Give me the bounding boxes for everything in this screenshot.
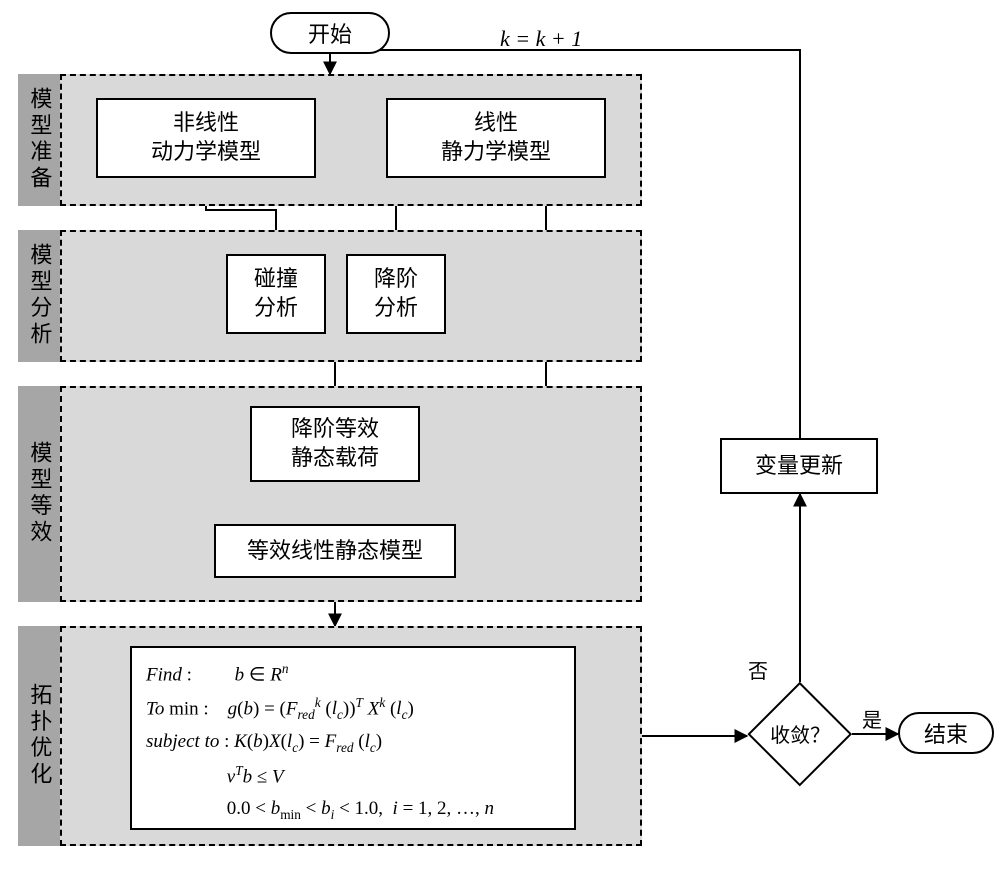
reduction-analysis-box: 降阶 分析 xyxy=(346,254,446,334)
end-label: 结束 xyxy=(924,717,968,749)
nonlinear-model-box: 非线性 动力学模型 xyxy=(96,98,316,178)
linear-model-box: 线性 静力学模型 xyxy=(386,98,606,178)
text-line: 静力学模型 xyxy=(441,138,551,167)
text-line: 线性 xyxy=(474,109,518,138)
text-line: 降阶等效 xyxy=(291,415,379,444)
text-line: 降阶 xyxy=(374,265,418,294)
convergence-decision: 收敛？ xyxy=(748,682,852,786)
start-node: 开始 xyxy=(270,12,390,54)
text-line: 非线性 xyxy=(173,109,239,138)
phase-label-opt: 拓扑优化 xyxy=(18,626,60,846)
reduced-load-box: 降阶等效 静态载荷 xyxy=(250,406,420,482)
math-content: Find : b ∈ Rn To min : g(b) = (Fredk (lc… xyxy=(132,648,574,828)
variable-update-box: 变量更新 xyxy=(720,438,878,494)
phase-label-analysis: 模型分析 xyxy=(18,230,60,362)
diamond-label: 收敛？ xyxy=(770,719,830,748)
branch-yes-label: 是 xyxy=(862,704,882,733)
text-line: 动力学模型 xyxy=(151,138,261,167)
text-line: 静态载荷 xyxy=(291,444,379,473)
text-line: 分析 xyxy=(254,294,298,323)
branch-no-label: 否 xyxy=(748,655,768,684)
text-line: 碰撞 xyxy=(254,265,298,294)
iteration-label: k = k + 1 xyxy=(500,26,582,52)
phase-label-equiv: 模型等效 xyxy=(18,386,60,602)
start-label: 开始 xyxy=(308,17,352,49)
text-line: 分析 xyxy=(374,294,418,323)
equiv-static-model-box: 等效线性静态模型 xyxy=(214,524,456,578)
text-line: 等效线性静态模型 xyxy=(247,537,423,566)
text-line: 变量更新 xyxy=(755,452,843,481)
optimization-formulation-box: Find : b ∈ Rn To min : g(b) = (Fredk (lc… xyxy=(130,646,576,830)
end-node: 结束 xyxy=(898,712,994,754)
phase-label-prep: 模型准备 xyxy=(18,74,60,206)
collision-analysis-box: 碰撞 分析 xyxy=(226,254,326,334)
